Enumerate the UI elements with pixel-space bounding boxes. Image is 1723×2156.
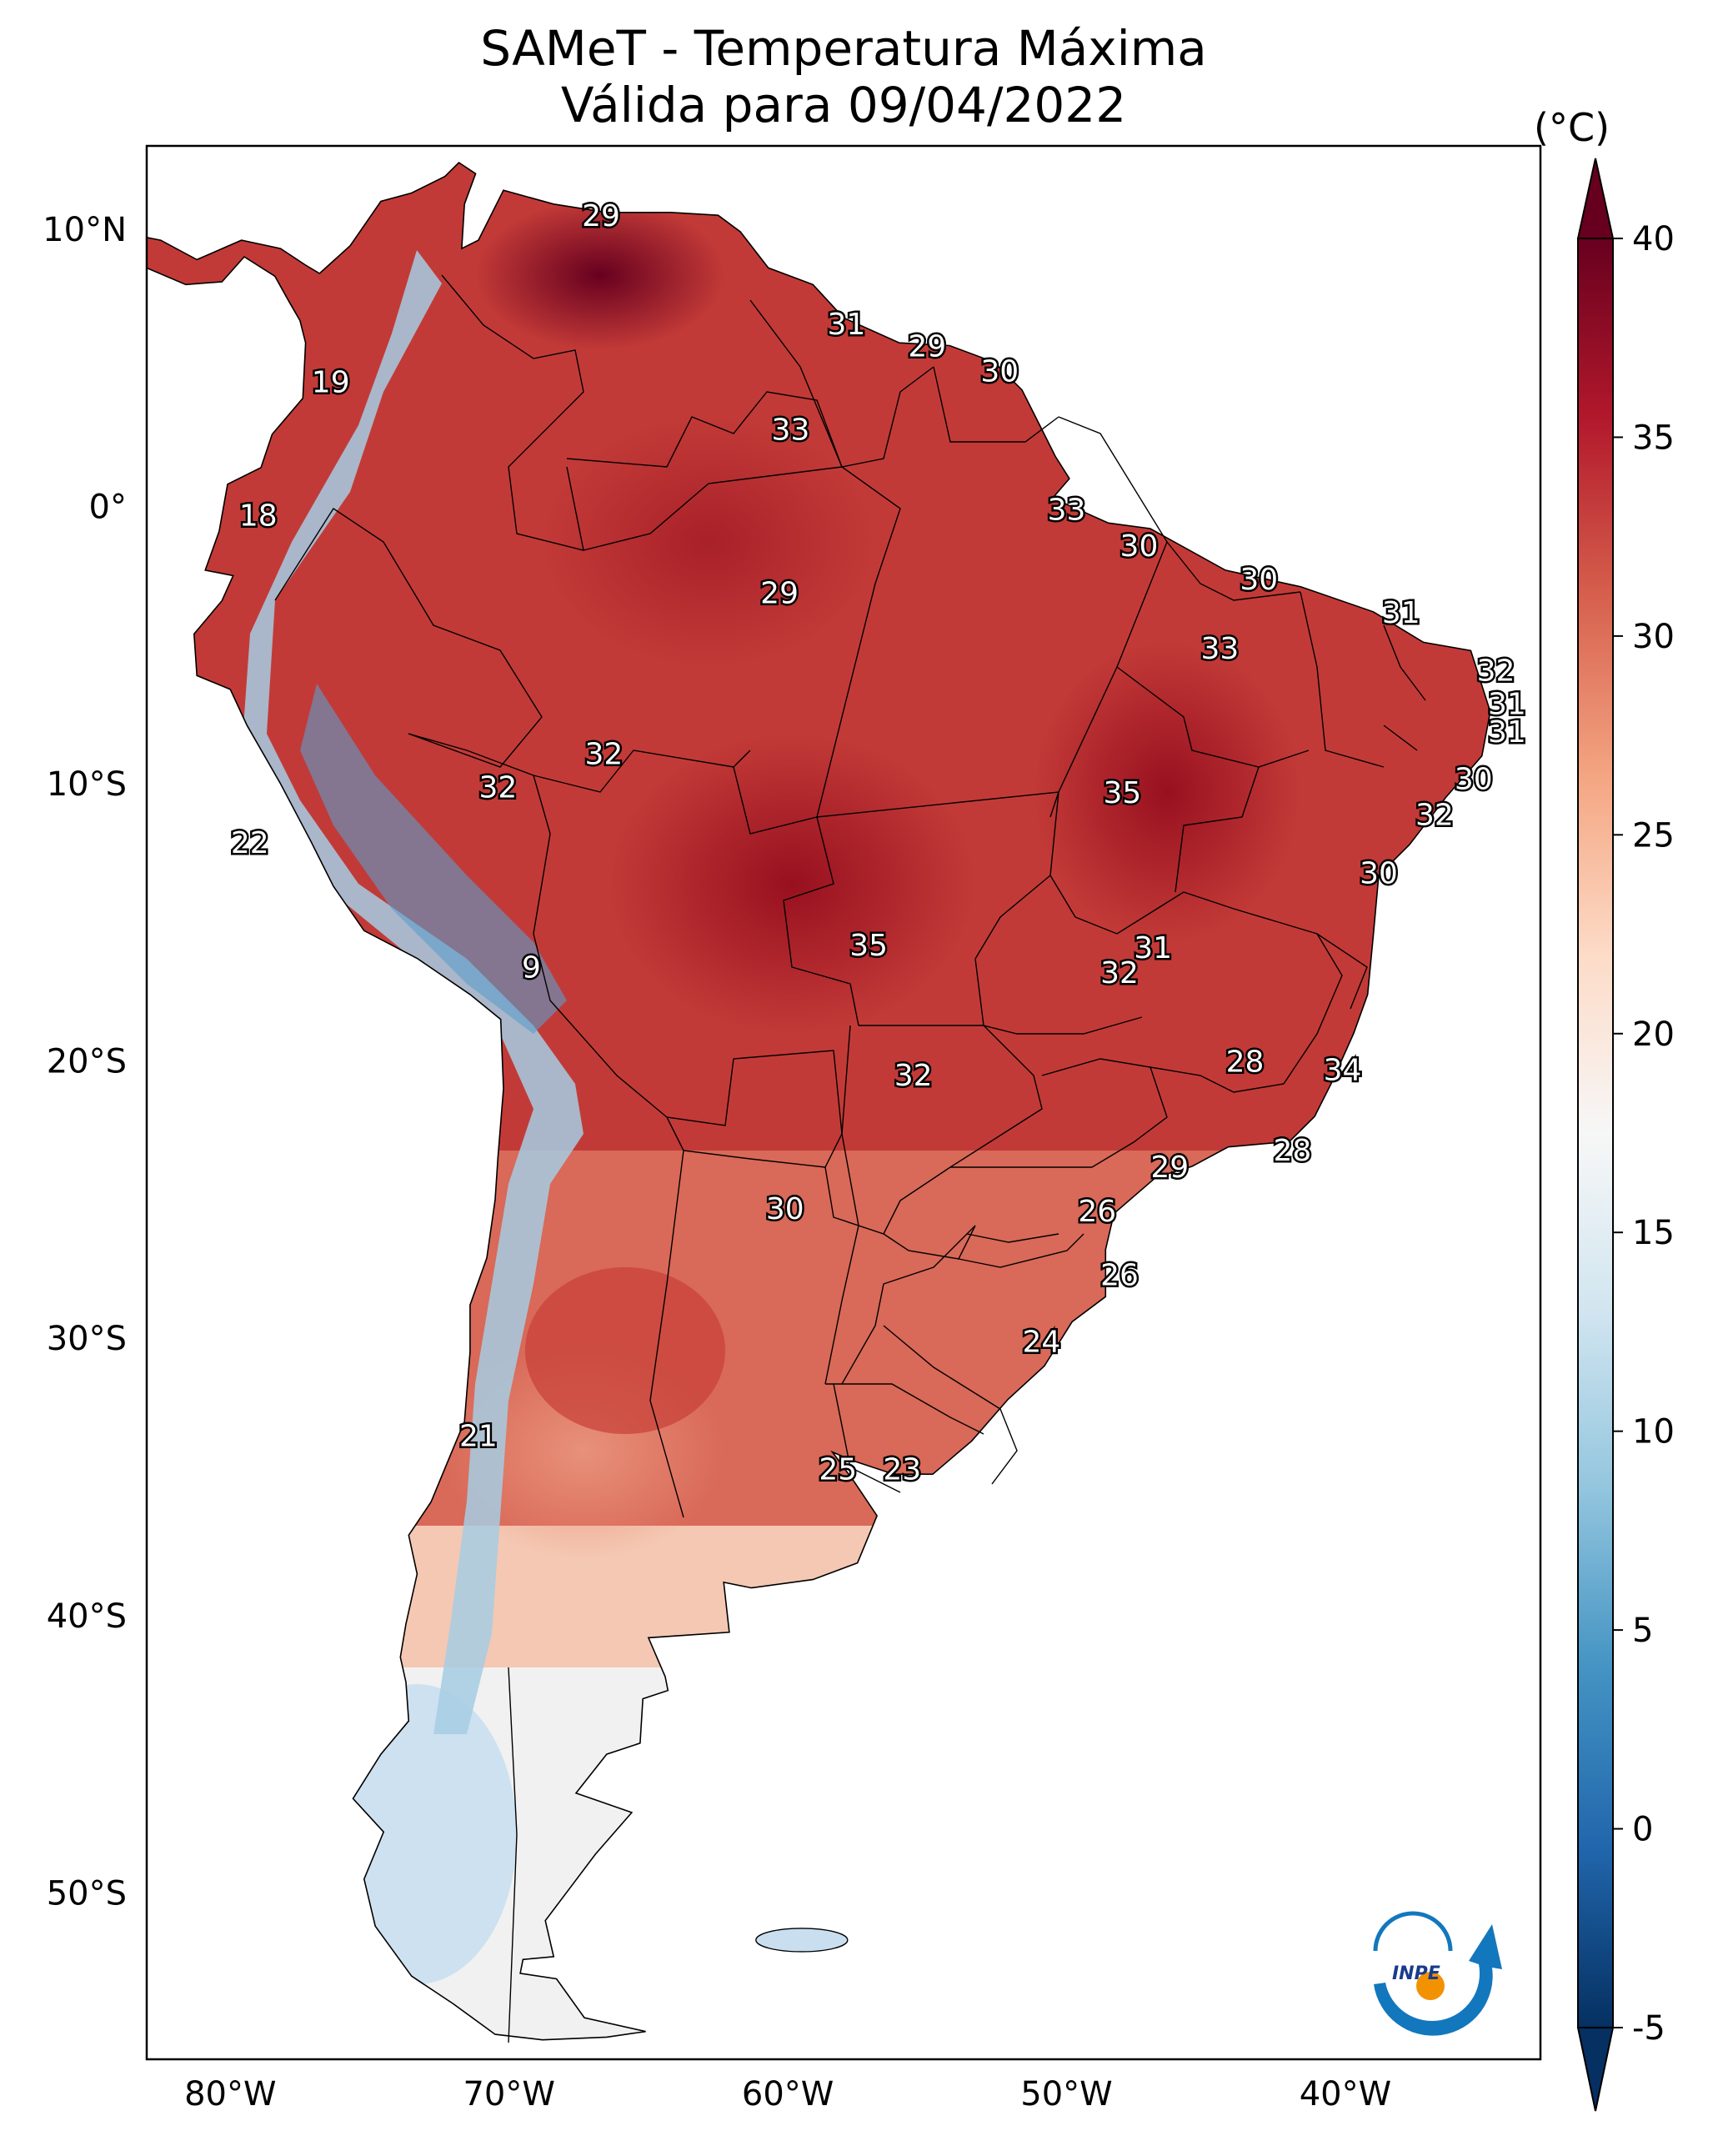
temperature-value: 33: [1201, 632, 1240, 666]
chart-title: SAMeT - Temperatura Máxima: [480, 20, 1207, 77]
inpe-logo: INPE: [1373, 1911, 1502, 2036]
lat-tick-label: 0°: [89, 488, 127, 526]
temperature-value: 30: [1455, 762, 1493, 796]
colorbar-unit: (°C): [1534, 105, 1610, 150]
temperature-value: 26: [1078, 1195, 1116, 1229]
temperature-value: 30: [1240, 563, 1278, 597]
country-borders: [274, 274, 1426, 2043]
colorbar-tick-label: 30: [1632, 618, 1675, 656]
temperature-value: 9: [522, 951, 541, 985]
colorbar-tick-label: 20: [1632, 1015, 1675, 1054]
lat-tick-label: 50°S: [47, 1874, 127, 1913]
temperature-value: 28: [1273, 1134, 1311, 1168]
lat-tick-label: 10°N: [43, 211, 127, 249]
lon-tick-label: 80°W: [184, 2075, 276, 2113]
temperature-value: 30: [980, 354, 1019, 389]
temperature-value: 34: [1324, 1054, 1362, 1088]
temperature-value: 32: [585, 737, 624, 771]
temperature-value: 33: [1048, 494, 1086, 528]
coastline: [146, 161, 1491, 2041]
temperature-value: 24: [1023, 1326, 1061, 1360]
lon-tick-label: 40°W: [1300, 2075, 1391, 2113]
temperature-value: 35: [849, 929, 888, 963]
colorbar-min-extend: [1576, 2027, 1615, 2112]
temperature-value: 30: [766, 1192, 804, 1226]
temperature-value: 23: [883, 1453, 921, 1487]
temperature-value: 32: [1100, 956, 1139, 990]
colorbar-tick-label: 40: [1632, 220, 1675, 258]
colorbar-tick-label: 0: [1632, 1811, 1653, 1849]
colorbar-tick-label: -5: [1632, 2009, 1665, 2048]
colorbar-tick-label: 15: [1632, 1214, 1675, 1252]
temperature-value: 26: [1100, 1259, 1139, 1293]
temperature-value: 22: [231, 826, 269, 860]
temperature-value: 19: [312, 366, 350, 400]
colorbar-tick-label: 5: [1632, 1612, 1653, 1650]
temperature-value: 31: [1488, 715, 1526, 750]
temperature-value: 28: [1226, 1045, 1265, 1080]
falkland-islands: [755, 1928, 849, 1953]
chart-subtitle: Válida para 09/04/2022: [560, 77, 1127, 133]
colorbar-tick-label: 10: [1632, 1413, 1675, 1452]
temperature-value: 29: [908, 329, 946, 364]
temperature-value: 32: [1415, 799, 1454, 833]
temperature-value: 32: [894, 1059, 933, 1093]
lat-tick-label: 40°S: [47, 1597, 127, 1636]
colorbar-tick-label: 35: [1632, 419, 1675, 457]
colorbar-max-extend: [1576, 158, 1615, 239]
temperature-value: 31: [1134, 931, 1172, 965]
temperature-value: 21: [459, 1420, 498, 1454]
lat-tick-label: 10°S: [47, 765, 127, 804]
colorbar-tick-label: 25: [1632, 816, 1675, 855]
temperature-value: 32: [1477, 654, 1515, 689]
temperature-value: 29: [1150, 1151, 1189, 1185]
temperature-value: 25: [819, 1453, 857, 1487]
temperature-value: 32: [478, 770, 517, 805]
temperature-value: 33: [772, 413, 810, 447]
temperature-value: 31: [1382, 596, 1420, 630]
lon-tick-label: 50°W: [1020, 2075, 1112, 2113]
colorbar-body: [1578, 238, 1613, 2028]
temperature-value: 30: [1120, 529, 1159, 564]
inpe-logo-text: INPE: [1392, 1963, 1440, 1984]
temperature-value: 29: [760, 577, 799, 611]
lon-tick-label: 60°W: [742, 2075, 834, 2113]
temperature-value: 18: [239, 499, 278, 533]
temperature-value: 35: [1103, 776, 1141, 810]
temperature-value: 31: [827, 308, 865, 342]
map-frame: [145, 144, 1542, 2061]
lon-tick-label: 70°W: [463, 2075, 554, 2113]
colorbar: 40 35 30 25 20 15 10 5 0 -5: [1576, 158, 1675, 2112]
temperature-value: 30: [1360, 856, 1398, 890]
temperature-value: 29: [582, 199, 620, 233]
lat-tick-label: 30°S: [47, 1320, 127, 1358]
lat-tick-label: 20°S: [47, 1043, 127, 1081]
temperature-value: 31: [1488, 688, 1526, 722]
